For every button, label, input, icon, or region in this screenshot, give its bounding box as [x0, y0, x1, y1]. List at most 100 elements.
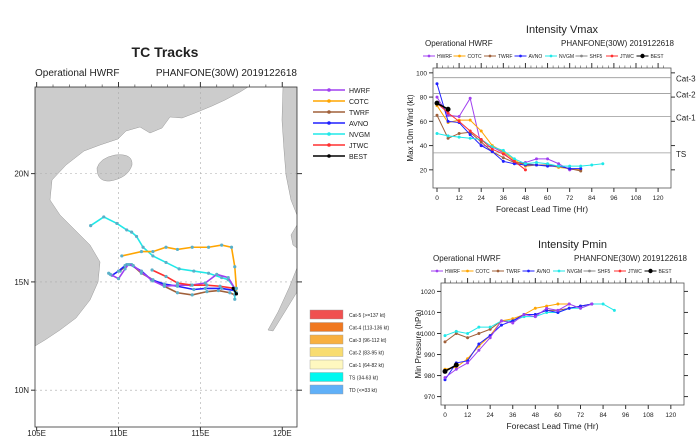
data-point-nvgm	[466, 331, 470, 335]
data-point-hwrf	[511, 321, 515, 325]
track-point-twrf	[205, 290, 209, 294]
data-point-cotc	[468, 118, 472, 122]
x-tick-label: 108	[631, 195, 642, 202]
data-point-avno	[443, 378, 447, 382]
chart-title: Intensity Vmax	[526, 24, 599, 36]
x-tick-label: 36	[509, 412, 517, 419]
track-point-cotc	[190, 245, 194, 249]
data-point-nvgm	[557, 164, 561, 168]
legend-marker	[519, 54, 522, 58]
legend-marker	[640, 53, 645, 59]
data-point-hwrf	[454, 367, 458, 371]
x-tick-label: 84	[588, 195, 596, 202]
y-tick-label: 1000	[421, 331, 436, 338]
y-tick-label: 60	[420, 119, 428, 126]
data-point-hwrf	[435, 95, 439, 99]
data-point-cotc	[545, 304, 549, 308]
data-point-nvgm	[443, 334, 447, 338]
data-point-hwrf	[457, 114, 461, 118]
legend-marker	[527, 269, 530, 273]
x-tick-label: 36	[500, 195, 508, 202]
category-label: Cat-2 (83-95 kt)	[349, 351, 384, 357]
x-tick-label: 48	[532, 412, 540, 419]
data-point-twrf	[466, 336, 470, 340]
luzon	[281, 87, 297, 216]
data-point-nvgm	[435, 131, 439, 135]
legend-marker	[327, 154, 331, 158]
y-axis-label: Min Pressure (hPa)	[414, 309, 423, 378]
legend-label: JTWC	[628, 269, 642, 275]
lon-tick-label: 110E	[109, 429, 127, 437]
data-point-hwrf	[557, 162, 561, 166]
track-point-best	[231, 286, 235, 291]
map-area	[35, 87, 297, 427]
data-point-hwrf	[533, 315, 537, 319]
legend-marker	[648, 268, 653, 274]
legend-marker	[496, 269, 500, 273]
data-point-jtwc	[457, 119, 461, 123]
data-point-hwrf	[477, 348, 481, 352]
track-point-twrf	[175, 291, 180, 295]
data-point-jtwc	[446, 111, 450, 115]
track-point-nvgm	[192, 269, 196, 273]
legend-label: HWRF	[437, 54, 452, 60]
legend-marker	[610, 54, 614, 58]
threshold-label: Cat-1	[676, 113, 696, 122]
x-tick-label: 72	[566, 195, 574, 202]
category-swatch	[309, 322, 344, 332]
data-point-avno	[533, 313, 537, 317]
plot-frame	[432, 67, 672, 189]
legend-label: JTWC	[349, 143, 368, 150]
data-point-jtwc	[501, 152, 505, 156]
track-point-hwrf	[126, 262, 130, 267]
legend-marker	[466, 269, 469, 273]
data-point-hwrf	[578, 306, 582, 310]
map-frame	[34, 86, 298, 428]
track-point-best	[234, 292, 239, 296]
data-point-avno	[579, 167, 583, 171]
track-point-hwrf	[203, 281, 207, 285]
track-point-twrf	[216, 288, 220, 293]
data-point-avno	[490, 150, 494, 154]
chart-title: Intensity Pmin	[538, 239, 607, 251]
data-point-hwrf	[446, 113, 450, 117]
threshold-label: Cat-2	[676, 90, 696, 99]
y-tick-label: 1020	[421, 289, 436, 296]
category-label: TD (<=33 kt)	[349, 388, 377, 394]
y-tick-label: 40	[420, 143, 428, 150]
y-tick-label: 970	[424, 394, 435, 401]
series-line-nvgm	[436, 132, 603, 167]
lat-tick-label: 15N	[14, 278, 29, 287]
legend-marker	[435, 269, 439, 273]
legend-marker	[327, 99, 331, 103]
legend-marker	[580, 54, 583, 58]
data-point-jtwc	[468, 129, 472, 133]
data-point-twrf	[435, 113, 439, 117]
data-point-twrf	[488, 327, 492, 331]
x-tick-label: 60	[544, 195, 552, 202]
data-point-hwrf	[556, 308, 560, 312]
legend-label: BEST	[659, 269, 672, 275]
map-title: TC Tracks	[132, 44, 199, 60]
data-point-best	[434, 100, 440, 106]
track-point-hwrf	[215, 272, 219, 276]
x-tick-label: 72	[577, 412, 585, 419]
legend-label: BEST	[349, 154, 368, 161]
legend-label: BEST	[651, 54, 664, 60]
track-point-jtwc	[190, 283, 194, 287]
track-point-cotc	[233, 265, 237, 269]
legend-marker	[618, 269, 622, 273]
data-point-nvgm	[488, 325, 492, 329]
legend-marker	[557, 269, 561, 273]
y-tick-label: 100	[416, 70, 427, 77]
map-subtitle-right: PHANFONE(30W) 2019122618	[156, 68, 298, 79]
track-point-jtwc	[150, 268, 154, 272]
y-axis-label: Max 10m Wind (kt)	[406, 94, 415, 161]
track-point-cotc	[175, 247, 180, 252]
track-point-nvgm	[134, 234, 139, 239]
track-point-jtwc	[175, 281, 180, 285]
data-point-twrf	[501, 156, 505, 160]
category-label: Cat-3 (96-112 kt)	[349, 338, 387, 344]
data-point-nvgm	[501, 148, 505, 152]
legend-marker	[488, 54, 492, 58]
